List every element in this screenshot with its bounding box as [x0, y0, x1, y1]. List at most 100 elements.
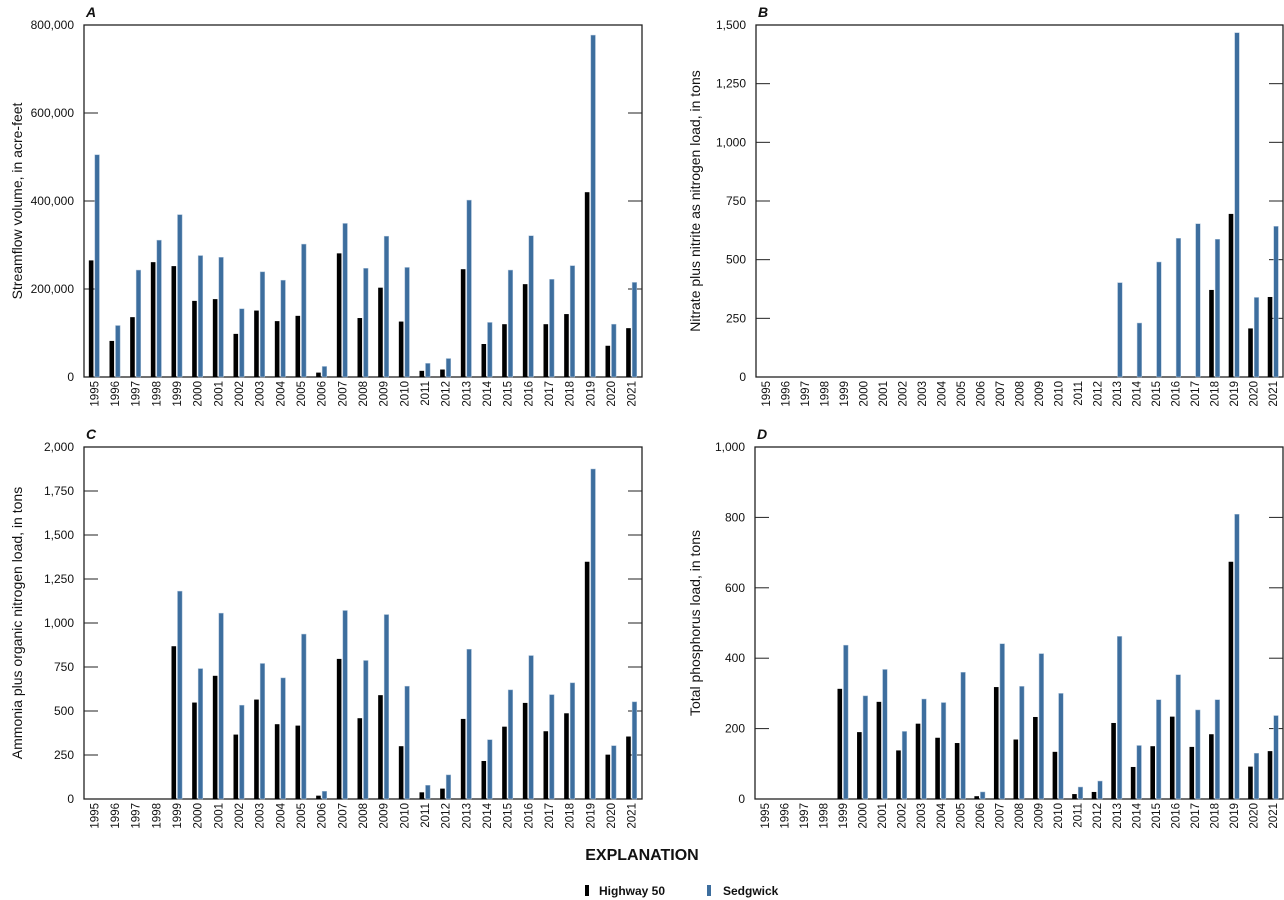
- bar-sedgwick-2008: [363, 268, 369, 378]
- bar-sedgwick-2012: [445, 358, 452, 378]
- x-tick-label: 2009: [379, 803, 391, 829]
- bar-highway-50-2000: [857, 732, 862, 799]
- bar-highway-50-2015: [1150, 746, 1155, 799]
- bar-sedgwick-2014: [1136, 322, 1142, 378]
- bar-sedgwick-2014: [487, 322, 493, 378]
- x-tick-label: 2004: [275, 380, 287, 406]
- bar-highway-50-2006: [316, 372, 321, 377]
- bar-highway-50-1999: [837, 688, 843, 799]
- x-tick-label: 2019: [585, 381, 597, 407]
- x-tick-label: 2008: [358, 381, 370, 407]
- bar-highway-50-2009: [378, 695, 383, 799]
- x-tick-label: 1998: [818, 803, 830, 829]
- x-tick-label: 2001: [878, 381, 890, 407]
- x-tick-label: 2015: [503, 803, 515, 829]
- x-tick-label: 1995: [89, 381, 101, 407]
- y-tick-label: 600: [725, 581, 745, 595]
- bar-highway-50-2007: [336, 658, 342, 799]
- x-tick-label: 2018: [565, 381, 577, 407]
- panel-letter: A: [85, 4, 96, 20]
- y-axis-title: Ammonia plus organic nitrogen load, in t…: [9, 487, 25, 759]
- bar-sedgwick-2020: [611, 745, 617, 800]
- x-tick-label: 2018: [1210, 803, 1222, 829]
- bar-highway-50-2007: [993, 687, 999, 799]
- bar-highway-50-2015: [502, 324, 507, 377]
- bar-highway-50-2008: [357, 318, 363, 377]
- bar-sedgwick-2006: [321, 791, 328, 800]
- x-tick-label: 1997: [800, 381, 812, 407]
- x-tick-label: 2019: [1229, 381, 1241, 407]
- x-tick-label: 2011: [420, 381, 432, 406]
- bar-highway-50-2003: [254, 310, 259, 377]
- bar-highway-50-2014: [481, 344, 487, 377]
- bar-sedgwick-2011: [425, 785, 431, 800]
- bar-sedgwick-2001: [882, 669, 888, 800]
- bar-sedgwick-2018: [569, 682, 576, 800]
- bar-sedgwick-2006: [321, 366, 328, 378]
- bar-sedgwick-1999: [177, 590, 183, 800]
- y-tick-label: 1,250: [716, 77, 746, 91]
- bar-highway-50-2009: [378, 287, 383, 377]
- bar-sedgwick-2000: [197, 255, 204, 378]
- bar-sedgwick-2013: [1117, 282, 1123, 378]
- bar-sedgwick-2021: [631, 282, 638, 378]
- x-tick-label: 2017: [544, 381, 556, 407]
- x-tick-label: 2012: [441, 803, 453, 829]
- x-tick-label: 2011: [1073, 803, 1085, 828]
- bar-sedgwick-2001: [218, 257, 224, 378]
- x-tick-label: 1998: [819, 381, 831, 407]
- x-tick-label: 2012: [441, 381, 453, 407]
- bar-highway-50-2013: [460, 269, 466, 377]
- bar-sedgwick-1996: [115, 325, 121, 378]
- y-tick-label: 1,250: [44, 572, 74, 586]
- bar-sedgwick-2016: [528, 655, 534, 800]
- y-tick-label: 500: [54, 704, 74, 718]
- y-tick-label: 1,500: [716, 18, 746, 32]
- bar-sedgwick-2018: [569, 265, 576, 378]
- legend-label-sedgwick: Sedgwick: [723, 884, 779, 898]
- y-tick-label: 1,000: [716, 135, 746, 149]
- x-tick-label: 2008: [1015, 381, 1027, 407]
- bar-sedgwick-2004: [280, 677, 286, 800]
- plot-frame: [83, 446, 643, 800]
- x-tick-label: 2004: [275, 802, 287, 828]
- bar-sedgwick-2005: [960, 672, 966, 800]
- x-tick-label: 2016: [523, 381, 535, 407]
- bar-sedgwick-2013: [466, 648, 472, 800]
- y-tick-label: 250: [726, 311, 746, 325]
- x-tick-label: 2015: [1151, 381, 1163, 407]
- bar-sedgwick-2011: [425, 363, 431, 378]
- bar-highway-50-2002: [233, 734, 239, 799]
- x-tick-label: 2010: [399, 803, 411, 829]
- bar-sedgwick-2008: [363, 660, 369, 800]
- x-tick-label: 2003: [255, 803, 267, 829]
- bar-highway-50-2005: [295, 725, 301, 799]
- bar-highway-50-2011: [1072, 794, 1077, 799]
- bar-sedgwick-2012: [445, 774, 452, 800]
- bar-sedgwick-2018: [1214, 239, 1221, 378]
- x-tick-label: 1995: [761, 381, 773, 407]
- x-tick-label: 2002: [234, 803, 246, 829]
- x-tick-label: 2012: [1092, 803, 1104, 829]
- bar-highway-50-2005: [295, 315, 301, 377]
- bar-highway-50-2021: [626, 328, 631, 377]
- legend-label-highway-50: Highway 50: [599, 884, 665, 898]
- x-tick-label: 2002: [897, 381, 909, 407]
- bar-sedgwick-2019: [590, 468, 596, 800]
- bar-highway-50-2014: [1130, 766, 1136, 799]
- bar-sedgwick-2007: [342, 610, 348, 800]
- bar-highway-50-2019: [1228, 561, 1234, 799]
- bar-sedgwick-2002: [901, 731, 908, 800]
- bar-highway-50-2018: [564, 713, 569, 799]
- bar-sedgwick-2013: [1117, 636, 1123, 800]
- x-tick-label: 2006: [975, 381, 987, 407]
- x-tick-label: 2012: [1093, 381, 1105, 407]
- bar-sedgwick-2009: [383, 614, 390, 800]
- x-tick-label: 2001: [213, 803, 225, 829]
- bar-sedgwick-2012: [1097, 780, 1103, 800]
- x-tick-label: 2016: [1170, 803, 1182, 829]
- bar-sedgwick-1999: [177, 214, 183, 378]
- x-tick-label: 2014: [482, 380, 494, 406]
- bar-sedgwick-2002: [239, 308, 245, 378]
